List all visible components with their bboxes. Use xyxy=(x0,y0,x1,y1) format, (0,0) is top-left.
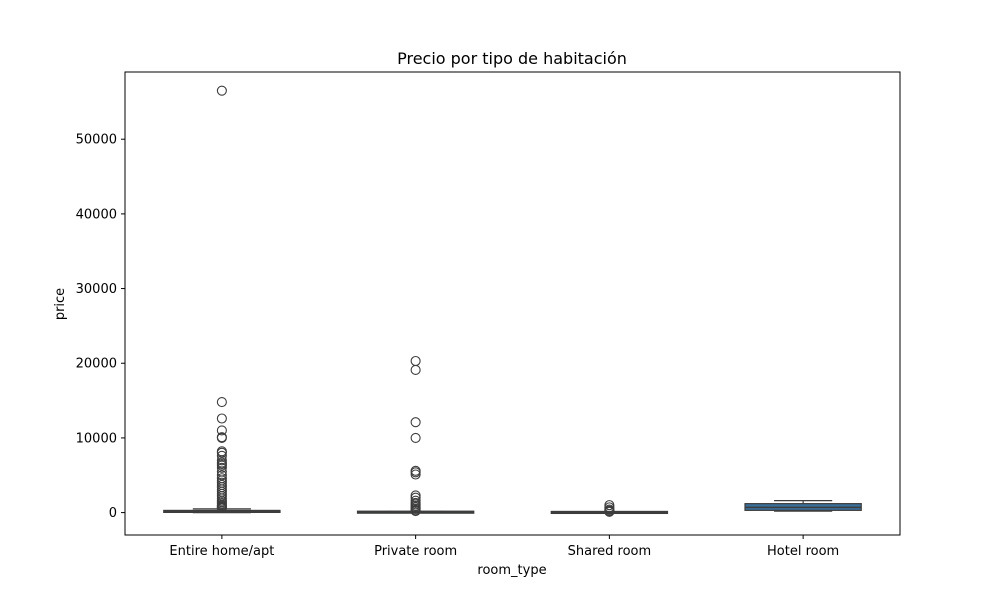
box-entire-home-apt xyxy=(163,85,281,514)
outlier-point xyxy=(410,506,421,517)
outlier-point xyxy=(216,447,227,458)
outlier-point xyxy=(216,503,227,514)
y-axis: 0 10000 20000 30000 40000 50000 xyxy=(76,133,125,521)
box-series xyxy=(163,85,862,517)
outlier-point xyxy=(410,355,421,367)
y-tick-label: 40000 xyxy=(76,207,117,222)
plot-area-frame xyxy=(124,71,901,536)
outlier-point xyxy=(410,417,421,428)
x-tick-label: Private room xyxy=(374,544,457,559)
outlier-point xyxy=(216,85,227,96)
outlier-point xyxy=(216,432,227,443)
y-axis-label: price xyxy=(53,288,68,320)
outlier-point xyxy=(410,469,421,480)
y-tick-label: 20000 xyxy=(76,357,117,372)
outlier-point xyxy=(410,432,421,443)
box-shared-room xyxy=(550,500,669,517)
x-tick-label: Shared room xyxy=(568,544,652,559)
box-hotel-room xyxy=(744,500,862,512)
outlier-point xyxy=(410,364,421,376)
y-tick-label: 30000 xyxy=(76,282,117,297)
outlier-point xyxy=(216,397,227,408)
outlier-point xyxy=(216,470,227,481)
box-private-room xyxy=(356,355,475,517)
outlier-point xyxy=(604,506,615,517)
x-tick-label: Entire home/apt xyxy=(169,544,274,559)
outlier-point xyxy=(216,462,227,473)
x-axis: Entire home/apt Private room Shared room Ho… xyxy=(169,535,839,559)
outlier-point xyxy=(216,450,227,461)
y-tick-label: 0 xyxy=(109,506,117,521)
y-tick-label: 10000 xyxy=(76,431,117,446)
x-axis-label: room_type xyxy=(477,563,546,578)
y-tick-label: 50000 xyxy=(76,133,117,148)
outlier-point xyxy=(216,425,227,436)
outlier-point xyxy=(216,413,227,424)
chart-title: Precio por tipo de habitación xyxy=(397,49,627,68)
x-tick-label: Hotel room xyxy=(767,544,839,559)
outlier-point xyxy=(410,492,421,503)
